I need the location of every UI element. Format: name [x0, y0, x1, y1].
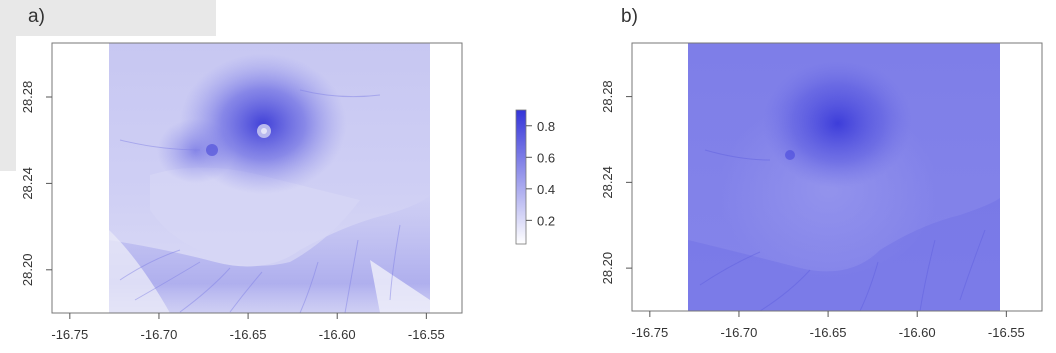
panel-b-frame [631, 42, 1043, 312]
panel-b-raster [688, 43, 1000, 312]
panel-b-x-tick-label: -16.60 [899, 325, 936, 340]
panel-a-frame [51, 42, 463, 314]
colorbar-tick-label: 0.4 [537, 182, 555, 197]
panel-a-y-tick-label: 28.20 [20, 254, 35, 287]
panel-a-x-tick-label: -16.70 [141, 327, 178, 342]
panel-a-y-tick-label: 28.28 [20, 81, 35, 114]
panel-a-x-tick-label: -16.75 [51, 327, 88, 342]
panel-b-y-tick-label: 28.20 [600, 252, 615, 285]
panel-a-x-tick-label: -16.55 [408, 327, 445, 342]
panel-b-label: b) [621, 6, 638, 27]
side-shade [0, 36, 16, 171]
panel-a-x-tick-label: -16.65 [230, 327, 267, 342]
heatmap-panel-a: -16.75 -16.70 -16.65 -16.60 -16.55 28.20 28.24… [20, 42, 463, 342]
panel-a-y-tick-label: 28.24 [20, 167, 35, 200]
colorbar-tick-label: 0.2 [537, 213, 555, 228]
panel-a-raster [109, 43, 430, 314]
panel-b-x-tick-label: -16.75 [631, 325, 668, 340]
panel-a-x-tick-label: -16.60 [319, 327, 356, 342]
colorbar-ramp [515, 109, 527, 245]
panel-b-x-tick-label: -16.65 [810, 325, 847, 340]
panel-b-y-tick-label: 28.24 [600, 166, 615, 199]
colorbar-tick-label: 0.6 [537, 150, 555, 165]
panel-b-x-tick-label: -16.70 [721, 325, 758, 340]
colorbar-tick-label: 0.8 [537, 119, 555, 134]
panel-b-y-tick-label: 28.28 [600, 80, 615, 113]
panel-b-x-tick-label: -16.55 [988, 325, 1025, 340]
panel-a-label: a) [28, 6, 45, 27]
heatmap-panel-b: -16.75 -16.70 -16.65 -16.60 -16.55 28.20 28.24… [600, 42, 1043, 340]
colorbar-legend: 0.2 0.4 0.6 0.8 [515, 109, 555, 245]
corner-shade [0, 0, 216, 36]
